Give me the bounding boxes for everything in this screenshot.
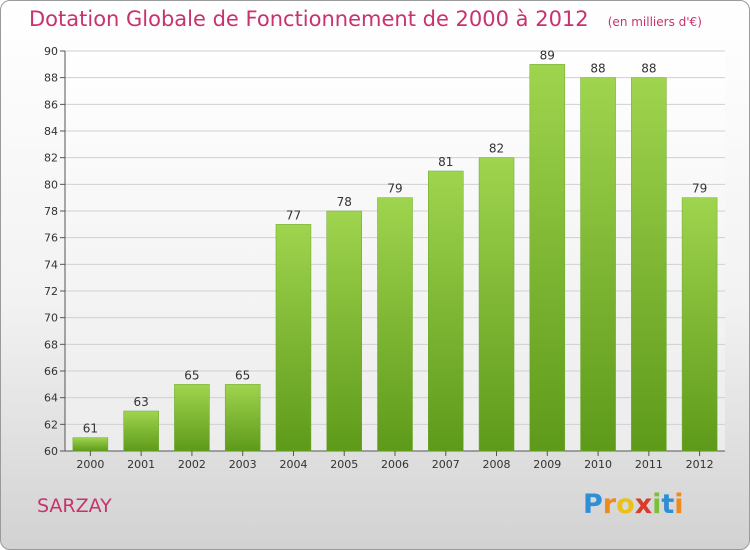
logo-letter: o bbox=[616, 489, 635, 520]
data-label: 79 bbox=[387, 182, 402, 196]
data-label: 78 bbox=[337, 195, 352, 209]
bar bbox=[529, 64, 566, 452]
y-tick-label: 88 bbox=[44, 72, 58, 85]
y-tick-label: 66 bbox=[44, 365, 58, 378]
y-tick-label: 86 bbox=[44, 98, 58, 111]
y-tick-label: 74 bbox=[44, 258, 58, 271]
bar bbox=[631, 77, 667, 452]
proxiti-logo: Proxiti bbox=[583, 489, 684, 520]
bar bbox=[428, 170, 464, 452]
x-tick-label: 2001 bbox=[127, 458, 155, 471]
bar bbox=[224, 384, 261, 452]
bar bbox=[478, 157, 515, 452]
y-tick-label: 72 bbox=[44, 285, 58, 298]
x-tick-label: 2006 bbox=[381, 458, 409, 471]
y-tick-label: 76 bbox=[44, 232, 58, 245]
data-label: 61 bbox=[83, 422, 98, 436]
y-tick-label: 78 bbox=[44, 205, 58, 218]
x-tick-label: 2005 bbox=[330, 458, 358, 471]
bar bbox=[174, 384, 210, 452]
y-tick-label: 68 bbox=[44, 338, 58, 351]
commune-name: SARZAY bbox=[37, 495, 112, 517]
y-tick-label: 64 bbox=[44, 392, 58, 405]
x-tick-label: 2010 bbox=[584, 458, 612, 471]
x-tick-label: 2000 bbox=[76, 458, 104, 471]
logo-letter: t bbox=[661, 489, 675, 520]
y-tick-label: 80 bbox=[44, 178, 58, 191]
data-label: 89 bbox=[540, 48, 555, 62]
logo-letter: r bbox=[602, 489, 617, 520]
data-label: 65 bbox=[184, 368, 199, 382]
x-tick-label: 2012 bbox=[686, 458, 714, 471]
logo-letter: i bbox=[674, 489, 684, 520]
bar bbox=[72, 437, 109, 452]
data-label: 79 bbox=[692, 182, 707, 196]
title-area: Dotation Globale de Fonctionnement de 20… bbox=[29, 7, 702, 31]
logo-letter: P bbox=[583, 489, 603, 520]
data-label: 77 bbox=[286, 208, 301, 222]
x-tick-label: 2008 bbox=[483, 458, 511, 471]
bar bbox=[275, 224, 312, 452]
data-label: 88 bbox=[641, 62, 656, 76]
data-label: 63 bbox=[134, 395, 149, 409]
y-tick-label: 62 bbox=[44, 418, 58, 431]
data-label: 88 bbox=[590, 62, 605, 76]
chart-subtitle: (en milliers d'€) bbox=[607, 15, 702, 29]
data-label: 81 bbox=[438, 155, 453, 169]
logo-letter: i bbox=[652, 489, 662, 520]
bar bbox=[580, 77, 616, 452]
data-label: 82 bbox=[489, 142, 504, 156]
y-tick-label: 84 bbox=[44, 125, 58, 138]
y-tick-label: 60 bbox=[44, 445, 58, 458]
data-label: 65 bbox=[235, 368, 250, 382]
bar bbox=[123, 410, 159, 452]
x-tick-label: 2002 bbox=[178, 458, 206, 471]
y-tick-label: 90 bbox=[44, 45, 58, 58]
x-tick-label: 2011 bbox=[635, 458, 663, 471]
bar bbox=[681, 197, 718, 452]
x-tick-label: 2004 bbox=[279, 458, 307, 471]
logo-letter: x bbox=[634, 489, 653, 520]
x-tick-label: 2003 bbox=[229, 458, 257, 471]
y-tick-label: 82 bbox=[44, 152, 58, 165]
x-tick-label: 2007 bbox=[432, 458, 460, 471]
y-tick-label: 70 bbox=[44, 312, 58, 325]
chart-title: Dotation Globale de Fonctionnement de 20… bbox=[29, 7, 589, 31]
x-tick-label: 2009 bbox=[533, 458, 561, 471]
bar bbox=[377, 197, 413, 452]
bar bbox=[326, 210, 362, 452]
